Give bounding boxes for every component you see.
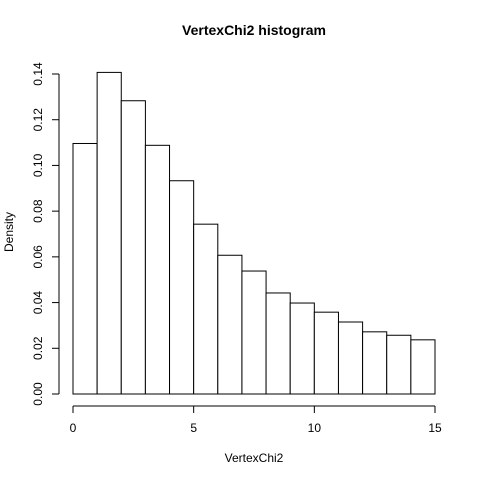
x-tick-label-2: 10 (308, 421, 322, 435)
y-tick-label-6: 0.12 (31, 108, 45, 132)
histogram-bar-14 (411, 340, 435, 394)
y-tick-label-5: 0.10 (31, 153, 45, 177)
histogram-bar-8 (266, 293, 290, 394)
histogram-bar-3 (145, 145, 169, 394)
y-tick-label-3: 0.06 (31, 245, 45, 269)
histogram-bar-12 (363, 332, 387, 394)
x-axis: 0 5 10 15 (70, 406, 442, 435)
x-tick-label-1: 5 (190, 421, 197, 435)
histogram-bar-4 (170, 181, 194, 394)
histogram-bar-0 (73, 143, 97, 394)
x-tick-label-0: 0 (70, 421, 77, 435)
y-axis-label: Density (2, 212, 16, 252)
histogram-bar-1 (97, 72, 121, 394)
histogram-bar-6 (218, 255, 242, 394)
histogram-bar-2 (121, 101, 145, 394)
chart-title: VertexChi2 histogram (182, 22, 326, 38)
histogram-bar-10 (314, 312, 338, 394)
y-axis: 0.00 0.02 0.04 0.06 0.08 0.10 0.12 0.14 (31, 62, 59, 406)
y-tick-label-1: 0.02 (31, 336, 45, 360)
x-axis-label: VertexChi2 (225, 451, 284, 465)
y-tick-label-2: 0.04 (31, 291, 45, 315)
y-tick-label-7: 0.14 (31, 62, 45, 86)
histogram-bar-11 (338, 322, 362, 394)
histogram-bar-9 (290, 303, 314, 394)
x-tick-label-3: 15 (428, 421, 442, 435)
histogram-bar-13 (387, 335, 411, 394)
histogram-bar-7 (242, 271, 266, 394)
y-tick-label-4: 0.08 (31, 199, 45, 223)
y-tick-label-0: 0.00 (31, 382, 45, 406)
histogram-bar-5 (194, 224, 218, 394)
histogram-bars (73, 72, 435, 394)
